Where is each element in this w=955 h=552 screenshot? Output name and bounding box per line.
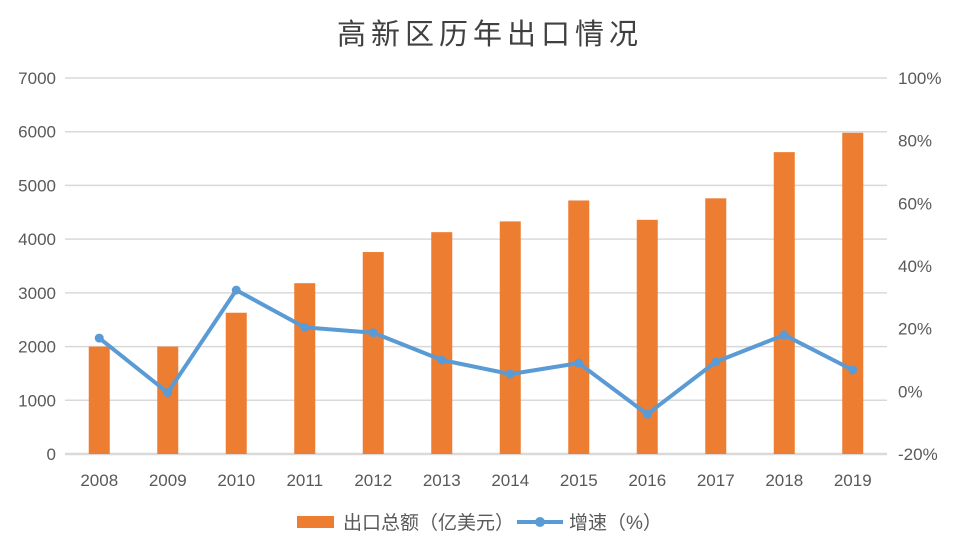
gridlines-layer — [65, 77, 887, 456]
right-axis-tick-label: 80% — [898, 132, 932, 151]
x-axis-tick-label: 2012 — [354, 471, 392, 490]
left-axis-tick-label: 5000 — [18, 176, 56, 195]
line-marker-2016 — [642, 409, 652, 419]
x-axis-tick-label: 2013 — [423, 471, 461, 490]
left-axis-tick-label: 2000 — [18, 338, 56, 357]
bar-2013 — [431, 232, 453, 454]
chart-title: 高新区历年出口情况 — [337, 17, 643, 51]
right-axis-tick-labels: -20% 0% 20% 40% 60% 80% 100% — [898, 69, 941, 464]
line-marker-2015 — [574, 358, 584, 368]
right-axis-tick-label: 20% — [898, 320, 932, 339]
line-marker-2018 — [779, 330, 789, 340]
bar-2017 — [705, 198, 727, 454]
bar-2015 — [568, 200, 590, 454]
left-axis-tick-label: 4000 — [18, 230, 56, 249]
x-axis-tick-label: 2009 — [149, 471, 187, 490]
x-axis-tick-label: 2008 — [80, 471, 118, 490]
x-axis-tick-label: 2019 — [834, 471, 872, 490]
x-axis-tick-label: 2011 — [286, 471, 323, 490]
bar-2016 — [636, 219, 658, 454]
bar-2011 — [294, 283, 316, 454]
left-axis-tick-label: 0 — [47, 445, 56, 464]
legend-bar-label: 出口总额（亿美元） — [343, 512, 514, 534]
left-axis-tick-label: 1000 — [18, 391, 56, 410]
line-marker-2008 — [94, 333, 104, 343]
x-axis-tick-label: 2018 — [765, 471, 803, 490]
x-axis-tick-label: 2017 — [697, 471, 735, 490]
x-axis-tick-label: 2010 — [217, 471, 255, 490]
right-axis-tick-label: 0% — [898, 382, 923, 401]
x-axis-tick-label: 2016 — [628, 471, 666, 490]
growth-line — [97, 288, 855, 417]
left-axis-tick-label: 7000 — [18, 69, 56, 88]
right-axis-tick-label: 100% — [898, 69, 941, 88]
bar-2008 — [88, 346, 110, 454]
legend-bar-swatch — [297, 516, 334, 528]
bar-2014 — [499, 221, 521, 454]
line-marker-2019 — [848, 365, 858, 375]
bar-2009 — [157, 346, 179, 454]
right-axis-tick-label: 60% — [898, 194, 932, 213]
right-axis-tick-label: -20% — [898, 445, 938, 464]
legend: 出口总额（亿美元） 增速（%） — [297, 512, 662, 534]
line-marker-2009 — [163, 388, 173, 398]
line-marker-2017 — [711, 357, 721, 367]
x-axis-tick-labels: 2008 2009 2010 2011 2012 2013 2014 2015 2016 2017… — [80, 471, 871, 490]
bar-2019 — [842, 132, 864, 454]
right-axis-tick-label: 40% — [898, 257, 932, 276]
line-series-layer — [94, 285, 858, 419]
line-marker-2013 — [437, 355, 447, 365]
x-axis-tick-label: 2014 — [491, 471, 529, 490]
x-axis-tick-label: 2015 — [560, 471, 598, 490]
left-axis-tick-label: 6000 — [18, 123, 56, 142]
legend-line-label: 增速（%） — [569, 512, 662, 534]
bar-2010 — [225, 312, 247, 454]
line-marker-2012 — [368, 328, 378, 338]
bar-2012 — [362, 252, 384, 454]
line-marker-2010 — [231, 285, 241, 295]
left-axis-tick-label: 3000 — [18, 284, 56, 303]
bar-2018 — [773, 152, 795, 454]
legend-line-marker-icon — [535, 517, 545, 527]
left-axis-tick-labels: 0 1000 2000 3000 4000 5000 6000 7000 — [18, 69, 56, 464]
line-marker-2014 — [505, 369, 515, 379]
line-marker-2011 — [300, 322, 310, 332]
